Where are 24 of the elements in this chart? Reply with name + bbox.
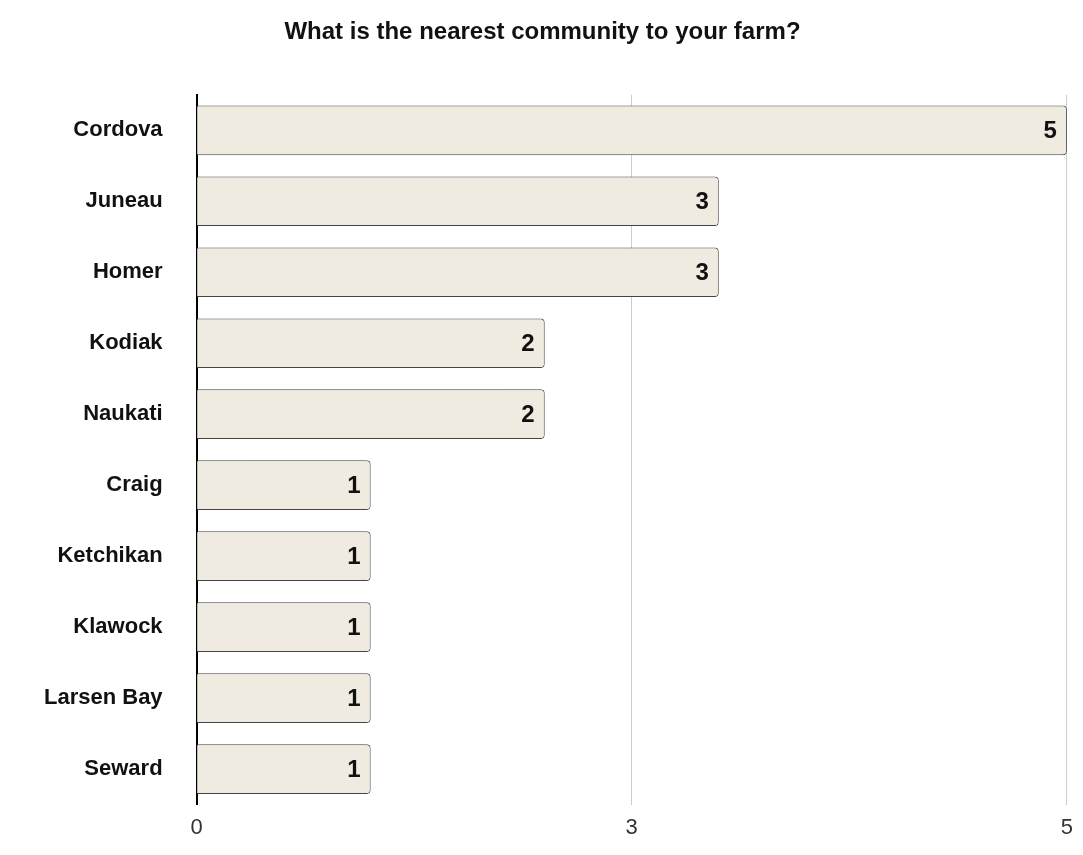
x-tick-label: 3: [625, 813, 638, 839]
y-tick-label: Juneau: [85, 187, 163, 213]
data-label: 2: [521, 399, 535, 427]
data-label: 1: [347, 754, 361, 782]
data-label: 5: [1043, 115, 1057, 143]
chart-title: What is the nearest community to your farm?: [284, 17, 801, 45]
data-label: 3: [695, 257, 709, 285]
y-tick-label: Homer: [92, 258, 164, 284]
data-label: 2: [521, 328, 535, 356]
data-label: 1: [347, 612, 361, 640]
y-tick-label: Kodiak: [89, 329, 164, 355]
y-tick-label: Craig: [106, 471, 163, 497]
data-label: 1: [347, 470, 361, 498]
y-tick-label: Klawock: [73, 613, 164, 639]
y-tick-label: Larsen Bay: [43, 684, 164, 710]
y-tick-label: Ketchikan: [57, 542, 163, 568]
data-label: 1: [347, 683, 361, 711]
x-tick-label: 0: [190, 813, 203, 839]
y-tick-label: Cordova: [73, 116, 164, 142]
y-tick-label: Naukati: [83, 400, 163, 426]
data-label: 1: [347, 541, 361, 569]
data-label: 3: [695, 186, 709, 214]
y-tick-label: Seward: [84, 755, 163, 781]
x-tick-label: 5: [1060, 813, 1074, 839]
